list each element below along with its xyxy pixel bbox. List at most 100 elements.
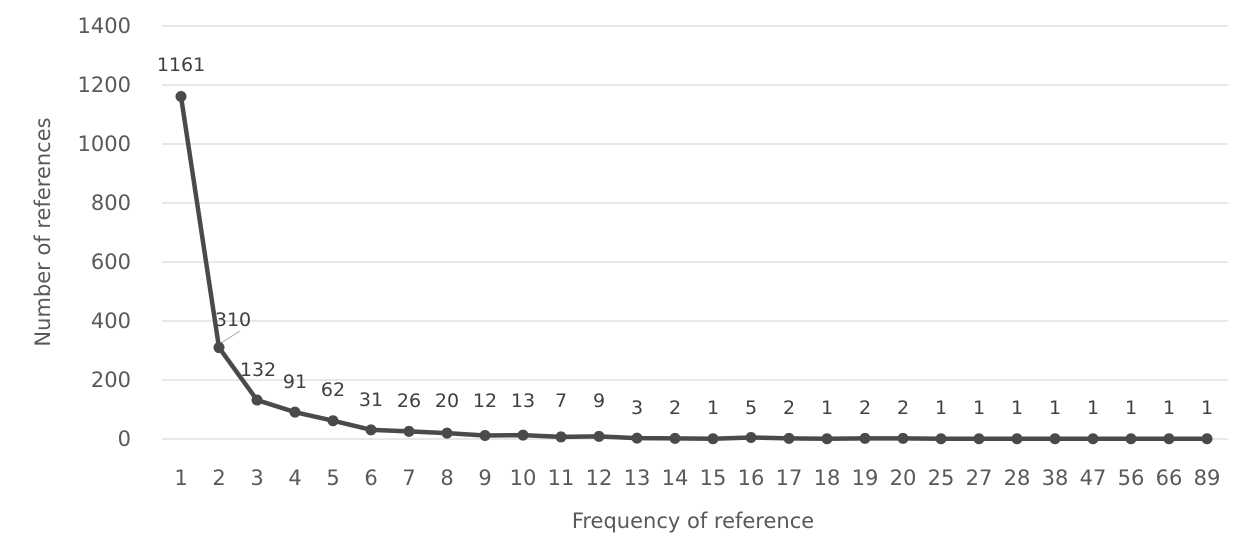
x-tick-label: 14 xyxy=(662,466,689,490)
data-point xyxy=(555,431,567,443)
data-point xyxy=(1011,433,1023,445)
x-tick-label: 10 xyxy=(510,466,537,490)
x-tick-label: 16 xyxy=(738,466,765,490)
data-point xyxy=(441,427,453,439)
data-label: 2 xyxy=(669,397,681,419)
data-point xyxy=(1163,433,1175,445)
x-tick-label: 12 xyxy=(586,466,613,490)
data-point xyxy=(251,394,263,406)
y-tick-label: 400 xyxy=(91,309,131,333)
data-point xyxy=(289,406,301,418)
data-point xyxy=(783,432,795,444)
data-point xyxy=(935,433,947,445)
y-axis-ticks: 0 200 400 600 800 1000 1200 1400 xyxy=(78,14,131,451)
data-point xyxy=(707,433,719,445)
x-tick-label: 18 xyxy=(814,466,841,490)
data-label: 5 xyxy=(745,397,757,419)
data-point xyxy=(365,424,377,436)
data-point xyxy=(403,425,415,437)
x-tick-label: 47 xyxy=(1080,466,1107,490)
x-tick-label: 5 xyxy=(326,466,339,490)
y-tick-label: 800 xyxy=(91,191,131,215)
x-tick-label: 8 xyxy=(440,466,453,490)
data-label: 1 xyxy=(1125,397,1137,419)
data-label: 26 xyxy=(397,390,421,412)
series xyxy=(175,91,1213,445)
data-label: 1 xyxy=(821,397,833,419)
data-label: 9 xyxy=(593,390,605,412)
data-label: 3 xyxy=(631,397,643,419)
data-label: 12 xyxy=(473,390,497,412)
data-point xyxy=(821,433,833,445)
data-label: 1 xyxy=(1087,397,1099,419)
data-point xyxy=(1201,433,1213,445)
x-tick-label: 1 xyxy=(174,466,187,490)
data-point xyxy=(517,429,529,441)
x-tick-label: 9 xyxy=(478,466,491,490)
data-point xyxy=(859,432,871,444)
x-tick-label: 27 xyxy=(966,466,993,490)
y-tick-label: 1200 xyxy=(78,73,131,97)
x-tick-label: 4 xyxy=(288,466,301,490)
data-label: 2 xyxy=(897,397,909,419)
data-point xyxy=(175,91,187,103)
data-label: 7 xyxy=(555,390,567,412)
data-label: 1 xyxy=(1049,397,1061,419)
x-axis-ticks: 1 2 3 4 5 6 7 8 9 10 11 12 13 14 15 16 17 18 19 20 25 27 28 38 4… xyxy=(174,466,1220,490)
data-label: 1161 xyxy=(157,54,205,76)
data-label: 31 xyxy=(359,389,383,411)
y-tick-label: 0 xyxy=(118,427,131,451)
x-tick-label: 7 xyxy=(402,466,415,490)
data-label: 1 xyxy=(1201,397,1213,419)
data-label: 1 xyxy=(707,397,719,419)
y-tick-label: 1000 xyxy=(78,132,131,156)
x-tick-label: 15 xyxy=(700,466,727,490)
data-point xyxy=(593,430,605,442)
x-tick-label: 89 xyxy=(1194,466,1221,490)
x-tick-label: 3 xyxy=(250,466,263,490)
data-point xyxy=(1125,433,1137,445)
data-label: 1 xyxy=(973,397,985,419)
data-point xyxy=(973,433,985,445)
x-tick-label: 56 xyxy=(1118,466,1145,490)
data-point xyxy=(213,342,225,354)
y-tick-label: 200 xyxy=(91,368,131,392)
data-point xyxy=(1049,433,1061,445)
data-label: 132 xyxy=(240,359,276,381)
y-axis-title: Number of references xyxy=(31,117,55,346)
y-tick-label: 600 xyxy=(91,250,131,274)
data-label: 13 xyxy=(511,390,535,412)
x-tick-label: 25 xyxy=(928,466,955,490)
gridlines xyxy=(162,25,1228,440)
x-tick-label: 28 xyxy=(1004,466,1031,490)
data-point xyxy=(669,432,681,444)
data-point xyxy=(1087,433,1099,445)
data-point xyxy=(745,432,757,444)
data-label: 91 xyxy=(283,371,307,393)
x-tick-label: 17 xyxy=(776,466,803,490)
x-axis-title: Frequency of reference xyxy=(572,509,814,533)
data-label: 2 xyxy=(783,397,795,419)
data-point xyxy=(327,415,339,427)
x-tick-label: 13 xyxy=(624,466,651,490)
data-label: 1 xyxy=(935,397,947,419)
x-tick-label: 6 xyxy=(364,466,377,490)
x-tick-label: 20 xyxy=(890,466,917,490)
series-line xyxy=(178,96,1207,441)
data-point xyxy=(631,432,643,444)
x-tick-label: 2 xyxy=(212,466,225,490)
y-tick-label: 1400 xyxy=(78,14,131,38)
x-tick-label: 66 xyxy=(1156,466,1183,490)
data-label: 62 xyxy=(321,379,345,401)
data-label: 1 xyxy=(1163,397,1175,419)
data-label: 1 xyxy=(1011,397,1023,419)
x-tick-label: 11 xyxy=(548,466,575,490)
data-label: 2 xyxy=(859,397,871,419)
data-point xyxy=(479,429,491,441)
label-leader-line xyxy=(220,330,241,344)
data-label: 310 xyxy=(215,309,251,331)
data-label: 20 xyxy=(435,390,459,412)
x-tick-label: 19 xyxy=(852,466,879,490)
data-point xyxy=(897,432,909,444)
